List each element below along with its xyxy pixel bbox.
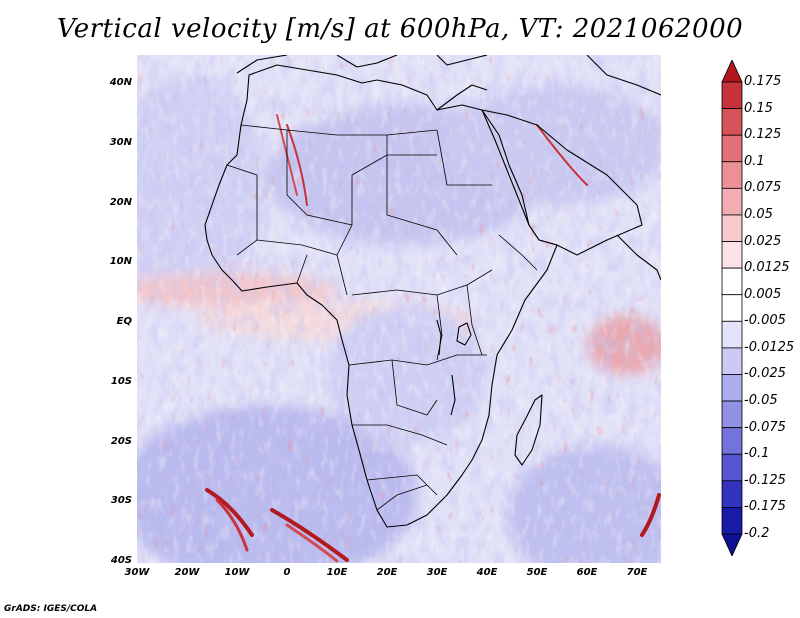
colorbar-swatch — [721, 427, 743, 455]
map-title: Vertical velocity [m/s] at 600hPa, VT: 2… — [56, 14, 744, 44]
colorbar-label: -0.025 — [744, 366, 786, 382]
colorbar-swatch — [721, 60, 743, 83]
lat-label-40s: 40S — [110, 555, 132, 566]
colorbar-swatch — [721, 453, 743, 482]
colorbar-swatch — [721, 108, 743, 136]
colorbar-swatch — [721, 533, 743, 556]
colorbar-label: -0.2 — [744, 526, 770, 541]
grads-credit: GrADS: IGES/COLA — [4, 604, 98, 614]
lat-label-40n: 40N — [109, 77, 132, 88]
colorbar-label: 0.075 — [744, 180, 782, 196]
colorbar-swatch — [721, 241, 743, 269]
lat-label-20s: 20S — [110, 435, 132, 447]
lon-label-50e: 50E — [526, 567, 548, 578]
colorbar-swatch — [721, 400, 743, 429]
map-svg — [137, 55, 661, 563]
country-borders — [226, 124, 538, 511]
colorbar-label: -0.125 — [744, 472, 786, 488]
colorbar-label: 0.125 — [744, 127, 782, 143]
colorbar-swatch — [721, 81, 743, 109]
lat-label-10n: 10N — [109, 256, 132, 268]
colorbar-swatch — [721, 320, 743, 349]
lat-label-eq: EQ — [116, 316, 132, 327]
colorbar-label: 0.05 — [744, 206, 773, 222]
colorbar-label: 0.005 — [744, 286, 782, 302]
colorbar-label: 0.0125 — [744, 260, 790, 276]
colorbar-label: 0.025 — [744, 233, 782, 249]
colorbar-label: -0.05 — [744, 393, 778, 409]
field-texture-red — [137, 55, 661, 563]
lon-label-30e: 30E — [426, 567, 448, 578]
colorbar-label: -0.005 — [744, 313, 786, 329]
lat-label-30n: 30N — [109, 136, 132, 148]
map-panel — [137, 55, 661, 563]
colorbar-label: 0.15 — [744, 100, 773, 116]
colorbar-label: -0.0125 — [744, 339, 795, 355]
coastlines — [204, 55, 661, 528]
lon-label-30w: 30W — [124, 567, 150, 578]
colorbar-swatch — [721, 161, 743, 189]
lon-label-10w: 10W — [224, 567, 250, 578]
lat-label-10s: 10S — [110, 375, 132, 387]
colorbar-swatch — [721, 347, 743, 375]
colorbar-label: -0.175 — [744, 499, 786, 515]
colorbar-swatch — [721, 134, 743, 163]
lon-label-60e: 60E — [576, 567, 598, 578]
colorbar-swatch — [721, 294, 743, 322]
lon-label-10e: 10E — [326, 567, 348, 578]
lon-label-20w: 20W — [174, 567, 200, 578]
lon-label-0: 0 — [283, 567, 291, 578]
lon-label-20e: 20E — [376, 567, 398, 578]
colorbar-label: -0.1 — [744, 446, 770, 462]
colorbar-label: -0.075 — [744, 419, 786, 435]
lon-label-40e: 40E — [476, 567, 498, 578]
lon-label-70e: 70E — [626, 567, 648, 578]
colorbar-swatch — [721, 187, 743, 216]
colorbar-swatch — [721, 374, 743, 402]
lat-label-30s: 30S — [110, 495, 132, 507]
lat-label-20n: 20N — [109, 196, 132, 208]
colorbar — [721, 60, 743, 556]
colorbar-swatch — [721, 480, 743, 508]
colorbar-swatch — [721, 267, 743, 296]
colorbar-swatch — [721, 507, 743, 535]
colorbar-swatch — [721, 214, 743, 242]
colorbar-label: 0.1 — [744, 153, 765, 169]
colorbar-label: 0.175 — [744, 74, 782, 89]
